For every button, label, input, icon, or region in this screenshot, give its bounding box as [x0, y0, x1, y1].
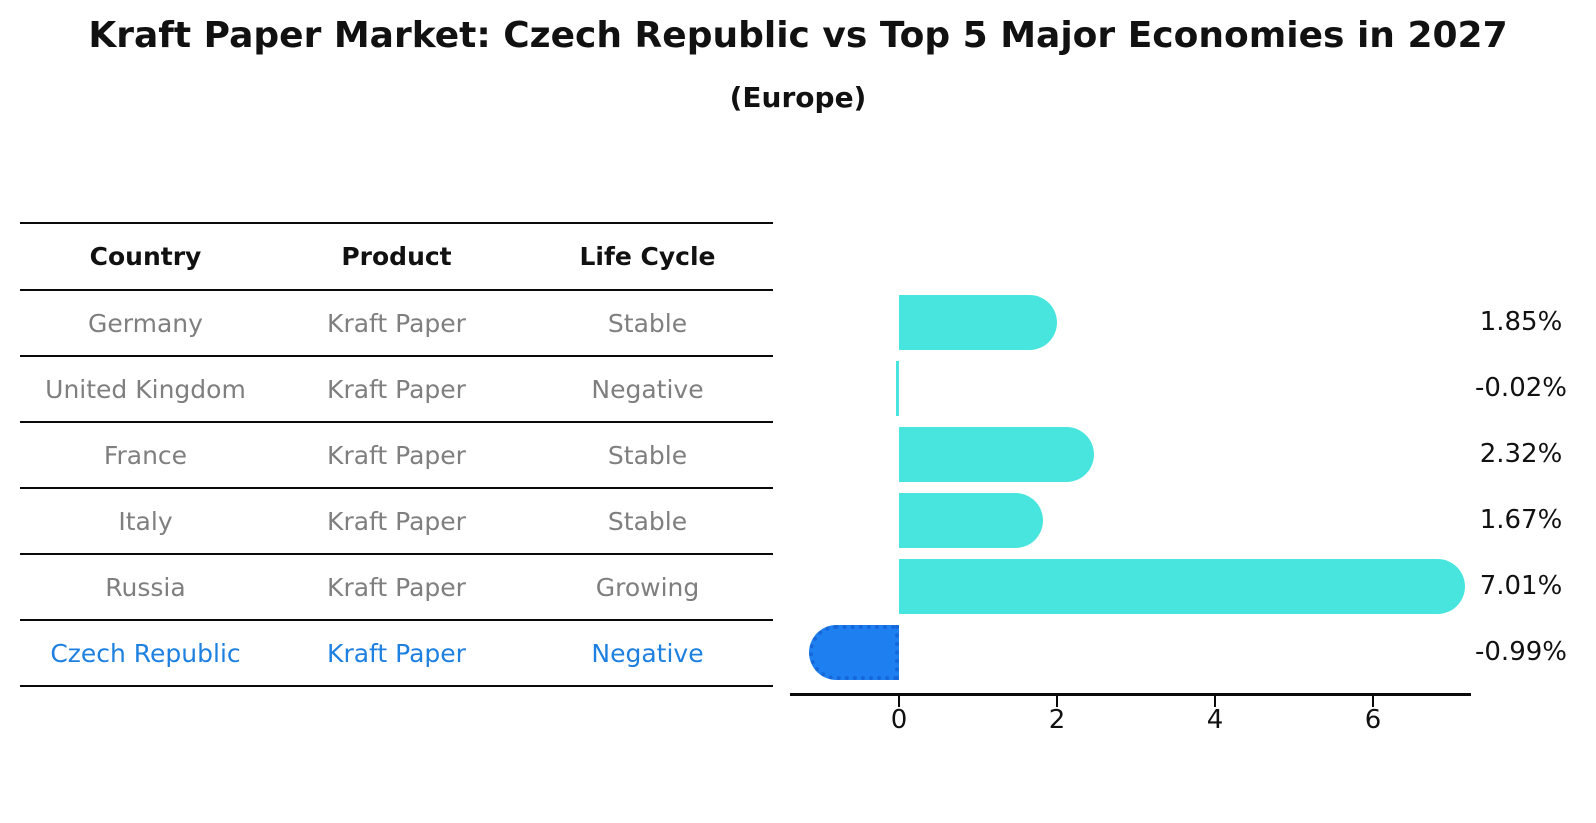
country-table: Country Product Life Cycle Germany Kraft… — [20, 222, 773, 687]
cell-life-cycle: Negative — [591, 638, 704, 668]
bar-united-kingdom — [896, 360, 899, 416]
cell-life-cycle: Stable — [607, 506, 688, 536]
table-header-row: Country Product Life Cycle — [20, 224, 773, 291]
cell-life-cycle: Stable — [607, 440, 688, 470]
x-axis-tick — [898, 696, 900, 707]
table-row-czech-republic: Czech Republic Kraft Paper Negative — [20, 621, 773, 687]
bar-value-label: 1.67% — [1479, 505, 1563, 535]
table-row: Russia Kraft Paper Growing — [20, 555, 773, 621]
x-axis-tick-label: 2 — [1048, 705, 1066, 735]
table-row: Italy Kraft Paper Stable — [20, 489, 773, 555]
x-axis-tick — [1214, 696, 1216, 707]
bar-value-label: -0.99% — [1475, 637, 1567, 667]
cell-product: Kraft Paper — [327, 638, 466, 668]
cell-country: Italy — [118, 506, 173, 536]
cell-product: Kraft Paper — [327, 572, 466, 602]
column-header-life-cycle: Life Cycle — [579, 242, 716, 271]
table-row: United Kingdom Kraft Paper Negative — [20, 357, 773, 423]
bar-germany — [899, 294, 1058, 350]
x-axis-tick-label: 6 — [1364, 705, 1382, 735]
cell-country: France — [103, 440, 188, 470]
x-axis-tick — [1056, 696, 1058, 707]
table-row: France Kraft Paper Stable — [20, 423, 773, 489]
x-axis-tick — [1372, 696, 1374, 707]
bar-france — [899, 426, 1095, 482]
column-header-product: Product — [341, 242, 452, 271]
bar-italy — [899, 492, 1043, 548]
x-axis-line — [790, 693, 1471, 696]
cell-life-cycle: Growing — [595, 572, 700, 602]
cell-country: Czech Republic — [50, 638, 241, 668]
cell-product: Kraft Paper — [327, 440, 466, 470]
x-axis-tick-label: 4 — [1206, 705, 1224, 735]
chart-subtitle: (Europe) — [729, 81, 867, 114]
bar-czech-republic — [808, 624, 899, 680]
table-row: Germany Kraft Paper Stable — [20, 291, 773, 357]
cell-life-cycle: Negative — [591, 374, 704, 404]
x-axis-tick-label: 0 — [890, 705, 908, 735]
cell-product: Kraft Paper — [327, 374, 466, 404]
bar-value-label: 1.85% — [1479, 307, 1563, 337]
column-header-country: Country — [89, 242, 202, 271]
cell-life-cycle: Stable — [607, 308, 688, 338]
cell-country: Germany — [88, 308, 203, 338]
bar-value-label: 7.01% — [1479, 571, 1563, 601]
cell-country: Russia — [105, 572, 186, 602]
chart-title: Kraft Paper Market: Czech Republic vs To… — [88, 15, 1508, 56]
cell-country: United Kingdom — [45, 374, 246, 404]
bar-value-label: 2.32% — [1479, 439, 1563, 469]
cell-product: Kraft Paper — [327, 308, 466, 338]
cell-product: Kraft Paper — [327, 506, 466, 536]
bar-value-label: -0.02% — [1475, 373, 1567, 403]
bar-russia — [899, 558, 1465, 614]
